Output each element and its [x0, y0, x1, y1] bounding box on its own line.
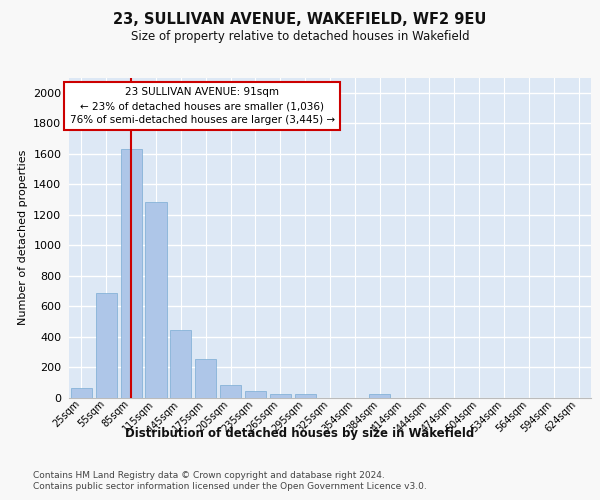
Bar — [145, 202, 167, 398]
Text: 23, SULLIVAN AVENUE, WAKEFIELD, WF2 9EU: 23, SULLIVAN AVENUE, WAKEFIELD, WF2 9EU — [113, 12, 487, 28]
Bar — [369, 394, 390, 398]
Bar — [295, 394, 316, 398]
Y-axis label: Number of detached properties: Number of detached properties — [17, 150, 28, 325]
Text: Size of property relative to detached houses in Wakefield: Size of property relative to detached ho… — [131, 30, 469, 43]
Bar — [121, 149, 142, 398]
Text: Contains public sector information licensed under the Open Government Licence v3: Contains public sector information licen… — [33, 482, 427, 491]
Bar — [220, 386, 241, 398]
Text: 23 SULLIVAN AVENUE: 91sqm
← 23% of detached houses are smaller (1,036)
76% of se: 23 SULLIVAN AVENUE: 91sqm ← 23% of detac… — [70, 87, 335, 125]
Bar — [270, 394, 291, 398]
Bar — [245, 390, 266, 398]
Bar — [195, 360, 216, 398]
Text: Distribution of detached houses by size in Wakefield: Distribution of detached houses by size … — [125, 428, 475, 440]
Bar — [170, 330, 191, 398]
Text: Contains HM Land Registry data © Crown copyright and database right 2024.: Contains HM Land Registry data © Crown c… — [33, 471, 385, 480]
Bar — [96, 293, 117, 398]
Bar — [71, 388, 92, 398]
